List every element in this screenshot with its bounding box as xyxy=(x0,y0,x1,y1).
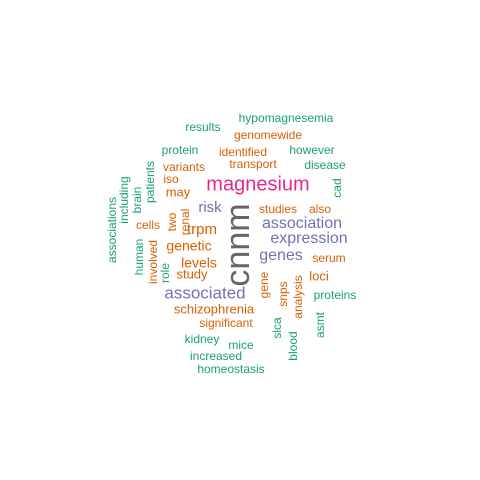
word-two: two xyxy=(165,212,179,231)
word-variants: variants xyxy=(163,160,205,174)
word-blood: blood xyxy=(286,331,300,360)
word-genes: genes xyxy=(259,247,303,264)
word-schizophrenia: schizophrenia xyxy=(174,301,255,316)
word-levels: levels xyxy=(181,255,217,271)
word-cnnm: cnnm xyxy=(219,203,257,286)
word-also: also xyxy=(309,202,331,216)
word-serum: serum xyxy=(312,251,345,265)
word-genetic: genetic xyxy=(166,238,211,254)
word-increased: increased xyxy=(190,349,242,363)
word-may: may xyxy=(166,184,191,199)
word-proteins: proteins xyxy=(314,288,357,302)
word-role: role xyxy=(158,263,172,283)
word-cells: cells xyxy=(136,218,160,232)
word-iso: iso xyxy=(163,172,179,186)
word-asmt: asmt xyxy=(313,311,327,338)
word-cad: cad xyxy=(330,178,344,197)
word-gene: gene xyxy=(257,271,271,298)
word-studies: studies xyxy=(259,202,297,216)
word-expression: expression xyxy=(270,230,347,247)
word-hypomagnesemia: hypomagnesemia xyxy=(239,111,334,125)
word-patients: patients xyxy=(143,161,157,203)
word-significant: significant xyxy=(199,316,253,330)
word-transport: transport xyxy=(229,157,277,171)
word-trpm: trpm xyxy=(187,221,217,238)
word-study: study xyxy=(176,266,208,281)
word-identified: identified xyxy=(219,145,267,159)
word-homeostasis: homeostasis xyxy=(197,362,264,376)
word-including: including xyxy=(117,176,131,223)
word-however: however xyxy=(289,143,334,157)
word-disease: disease xyxy=(304,158,346,172)
word-slca: slca xyxy=(270,317,284,339)
word-brain: brain xyxy=(130,187,144,214)
word-associations: associations xyxy=(105,197,119,263)
word-snps: snps xyxy=(276,281,290,306)
word-association: association xyxy=(262,215,342,232)
word-magnesium: magnesium xyxy=(206,173,309,195)
word-renal: renal xyxy=(178,209,192,236)
word-results: results xyxy=(185,120,220,134)
word-genomewide: genomewide xyxy=(234,128,302,142)
word-protein: protein xyxy=(162,143,199,157)
word-risk: risk xyxy=(198,199,222,216)
word-human: human xyxy=(132,239,146,276)
word-mice: mice xyxy=(228,338,254,352)
word-loci: loci xyxy=(309,268,329,283)
word-analysis: analysis xyxy=(291,275,305,318)
word-kidney: kidney xyxy=(185,332,220,346)
word-associated: associated xyxy=(164,283,245,302)
word-involved: involved xyxy=(146,240,160,284)
